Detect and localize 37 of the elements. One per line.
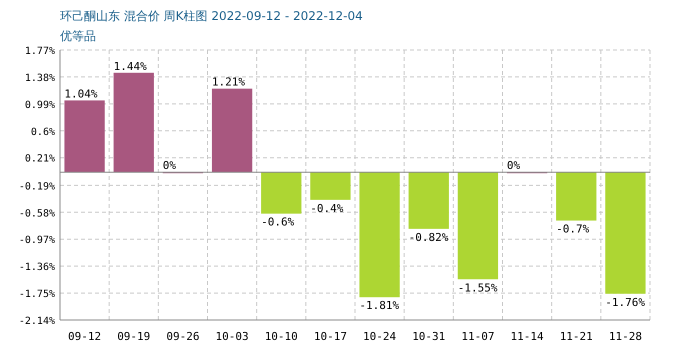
chart-title: 环己酮山东 混合价 周K柱图 2022-09-12 - 2022-12-04 <box>60 9 363 23</box>
y-tick-label: -2.14% <box>18 316 55 327</box>
data-label: 1.04% <box>64 87 98 100</box>
y-tick-label: 1.38% <box>24 72 55 84</box>
x-tick-label: 11-14 <box>510 330 544 343</box>
x-tick-label: 10-10 <box>264 330 298 343</box>
data-label: -0.82% <box>408 230 449 244</box>
data-label: -0.4% <box>310 202 344 215</box>
data-label: 1.44% <box>114 60 148 73</box>
x-tick-label: 09-12 <box>68 330 102 343</box>
data-label: -0.6% <box>261 216 295 229</box>
data-label: 1.21% <box>212 76 246 89</box>
chart-subtitle: 优等品 <box>60 29 96 43</box>
y-tick-label: -0.97% <box>18 235 55 246</box>
x-tick-label: 11-28 <box>608 330 642 343</box>
y-tick-label: 0.21% <box>24 154 55 165</box>
x-tick-label: 11-21 <box>560 330 593 343</box>
y-tick-label: -0.58% <box>18 208 55 220</box>
x-tick-label: 09-26 <box>166 330 200 343</box>
data-label: -1.55% <box>458 281 498 294</box>
y-tick-label: -1.36% <box>18 262 55 274</box>
x-tick-label: 11-07 <box>461 330 494 343</box>
x-tick-label: 10-24 <box>363 330 397 343</box>
data-label: -1.81% <box>359 299 400 312</box>
y-tick-label: -1.75% <box>18 289 55 300</box>
x-tick-label: 09-19 <box>117 330 150 343</box>
x-tick-label: 10-31 <box>412 330 446 343</box>
x-tick-label: 10-17 <box>314 330 347 343</box>
y-tick-label: -0.19% <box>18 181 55 192</box>
data-label: -0.7% <box>556 222 590 236</box>
x-tick-label: 10-03 <box>216 330 249 343</box>
data-label: -1.76% <box>605 296 646 309</box>
data-label: 0% <box>506 159 521 172</box>
y-tick-label: 0.99% <box>24 100 55 111</box>
y-tick-label: 1.77% <box>24 46 55 57</box>
y-tick-label: 0.6% <box>30 126 55 138</box>
data-label: 0% <box>162 159 176 172</box>
